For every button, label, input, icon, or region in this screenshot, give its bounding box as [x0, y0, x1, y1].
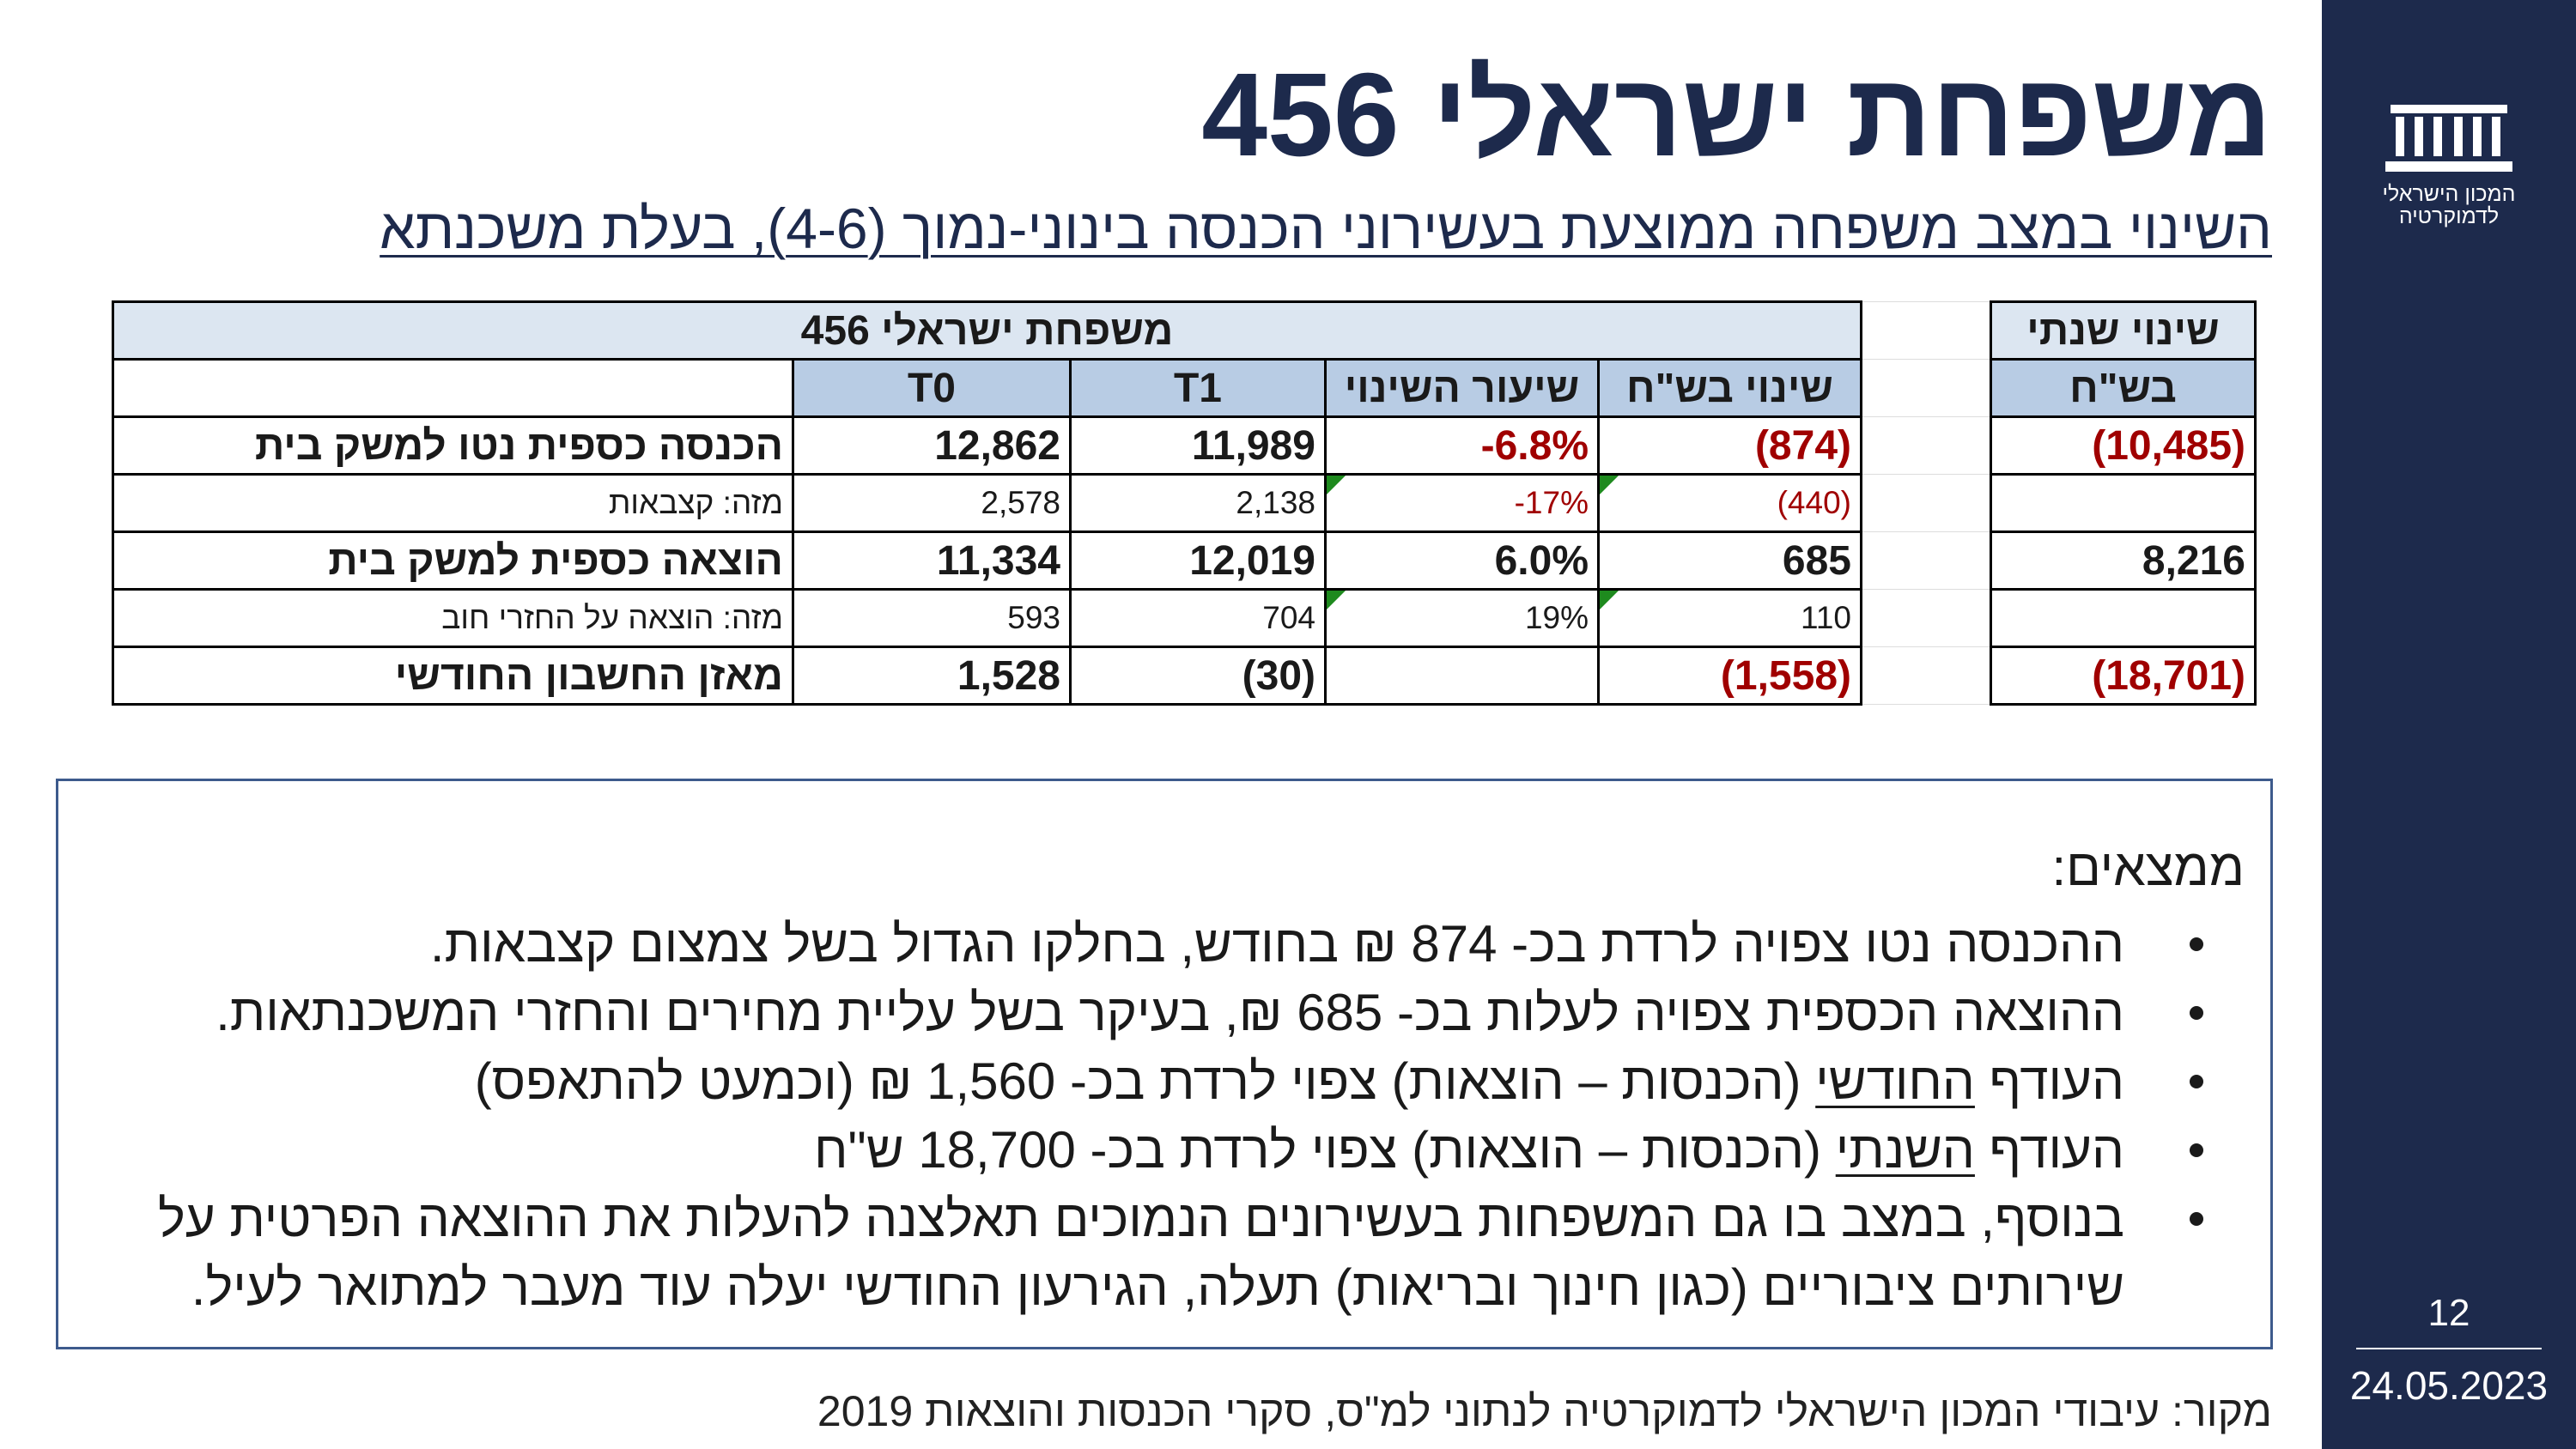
divider	[2356, 1348, 2542, 1349]
findings-box: ממצאים: ההכנסה נטו צפויה לרדת בכ- 874 ₪ …	[56, 779, 2273, 1349]
table-cell: -6.8%	[1324, 415, 1600, 476]
title: משפחת ישראלי 456	[1201, 49, 2272, 181]
date: 24.05.2023	[2349, 1363, 2549, 1408]
annual-cell	[1990, 588, 2257, 648]
bullet: ההכנסה נטו צפויה לרדת בכ- 874 ₪ בחודש, ב…	[106, 910, 2219, 979]
comment-marker	[1601, 476, 1619, 494]
row-label: הכנסה כספית נטו למשק בית	[112, 415, 794, 476]
table-row: הוצאה כספית למשק בית 11,334 12,019 6.0% 685 8…	[112, 530, 2257, 591]
row-label: מזה: הוצאה על החזרי חוב	[112, 588, 794, 648]
bullet-text: העודף	[1974, 1121, 2124, 1179]
page-number: 12	[2427, 1292, 2470, 1334]
findings-heading: ממצאים:	[2051, 839, 2245, 896]
empty-cell	[112, 358, 794, 418]
column-header: שיעור השינוי	[1324, 358, 1600, 418]
bullet: בנוסף, במצב בו גם המשפחות בעשירונים הנמו…	[106, 1185, 2219, 1322]
gap-cell	[1861, 359, 1991, 417]
source: מקור: עיבודי המכון הישראלי לדמוקרטיה לנת…	[817, 1387, 2272, 1435]
table-row: משפחת ישראלי 456 שינוי שנתי	[112, 300, 2257, 361]
row-label: הוצאה כספית למשק בית	[112, 530, 794, 591]
annual-cell: 8,216	[1990, 530, 2257, 591]
bullet-text: (הכנסות – הוצאות) צפוי לרדת בכ- 18,700 ש…	[814, 1121, 1836, 1179]
logo-text: המכון הישראלי	[2382, 182, 2516, 206]
table-cell: 6.0%	[1324, 530, 1600, 591]
bullet-text: (הכנסות – הוצאות) צפוי לרדת בכ- 1,560 ₪ …	[474, 1052, 1816, 1110]
comment-marker	[1327, 476, 1346, 494]
table-cell: 593	[792, 588, 1072, 648]
table-cell: (30)	[1069, 646, 1327, 706]
findings-list: ההכנסה נטו צפויה לרדת בכ- 874 ₪ בחודש, ב…	[106, 910, 2219, 1322]
bullet-text: ההכנסה נטו צפויה לרדת בכ- 874 ₪ בחודש, ב…	[429, 915, 2124, 973]
gap-cell	[1861, 301, 1991, 360]
gap-cell	[1861, 646, 1991, 705]
table-row: מזה: קצבאות 2,578 2,138 -17% (440)	[112, 473, 2257, 533]
table-cell: (440)	[1597, 473, 1862, 533]
table-cell: (1,558)	[1597, 646, 1862, 706]
annual-unit: בש"ח	[1990, 358, 2257, 418]
table-cell: 12,862	[792, 415, 1072, 476]
table-cell: 1,528	[792, 646, 1072, 706]
bullet-text: בנוסף, במצב בו גם המשפחות בעשירונים הנמו…	[157, 1190, 2124, 1316]
annual-cell: (10,485)	[1990, 415, 2257, 476]
annual-cell	[1990, 473, 2257, 533]
row-label: מאזן החשבון החודשי	[112, 646, 794, 706]
table-cell: 19%	[1324, 588, 1600, 648]
gap-cell	[1861, 416, 1991, 475]
column-header: שינוי בש"ח	[1597, 358, 1862, 418]
bullet-text: העודף	[1974, 1052, 2124, 1110]
table-row: מאזן החשבון החודשי 1,528 (30) (1,558) (18,70…	[112, 646, 2257, 706]
group-header: משפחת ישראלי 456	[112, 300, 1862, 361]
comment-marker	[1327, 591, 1346, 609]
table-cell: 11,989	[1069, 415, 1327, 476]
bullet: העודף השנתי (הכנסות – הוצאות) צפוי לרדת …	[106, 1116, 2219, 1185]
gap-cell	[1861, 474, 1991, 532]
bullet-emphasis: החודשי	[1815, 1052, 1975, 1110]
logo-icon	[2385, 105, 2512, 172]
table-cell: 2,578	[792, 473, 1072, 533]
logo-text: לדמוקרטיה	[2398, 204, 2500, 228]
bullet: העודף החודשי (הכנסות – הוצאות) צפוי לרדת…	[106, 1047, 2219, 1116]
bullet: ההוצאה הכספית צפויה לעלות בכ- 685 ₪, בעי…	[106, 979, 2219, 1047]
table-cell: 11,334	[792, 530, 1072, 591]
row-label: מזה: קצבאות	[112, 473, 794, 533]
gap-cell	[1861, 589, 1991, 647]
column-header: T1	[1069, 358, 1327, 418]
table-cell: 704	[1069, 588, 1327, 648]
table-cell	[1324, 646, 1600, 706]
table-row: הכנסה כספית נטו למשק בית 12,862 11,989 -6.8…	[112, 415, 2257, 476]
annual-cell: (18,701)	[1990, 646, 2257, 706]
table-cell: 2,138	[1069, 473, 1327, 533]
table-cell: -17%	[1324, 473, 1600, 533]
column-header: T0	[792, 358, 1072, 418]
table-row: מזה: הוצאה על החזרי חוב 593 704 19% 110	[112, 588, 2257, 648]
table-row: T0 T1 שיעור השינוי שינוי בש"ח בש"ח	[112, 358, 2257, 418]
comment-marker	[1601, 591, 1619, 609]
gap-cell	[1861, 531, 1991, 590]
table-cell: (874)	[1597, 415, 1862, 476]
table-cell: 12,019	[1069, 530, 1327, 591]
table-cell: 685	[1597, 530, 1862, 591]
bullet-text: ההוצאה הכספית צפויה לעלות בכ- 685 ₪, בעי…	[216, 984, 2124, 1041]
data-table: משפחת ישראלי 456 שינוי שנתי T0 T1 שיעור השינ…	[112, 300, 2257, 706]
subtitle: השינוי במצב משפחה ממוצעת בעשירוני הכנסה …	[380, 197, 2272, 260]
table-cell: 110	[1597, 588, 1862, 648]
bullet-emphasis: השנתי	[1835, 1121, 1975, 1179]
sidebar: המכון הישראלי לדמוקרטיה 12 24.05.2023	[2322, 0, 2576, 1449]
annual-header: שינוי שנתי	[1990, 300, 2257, 361]
